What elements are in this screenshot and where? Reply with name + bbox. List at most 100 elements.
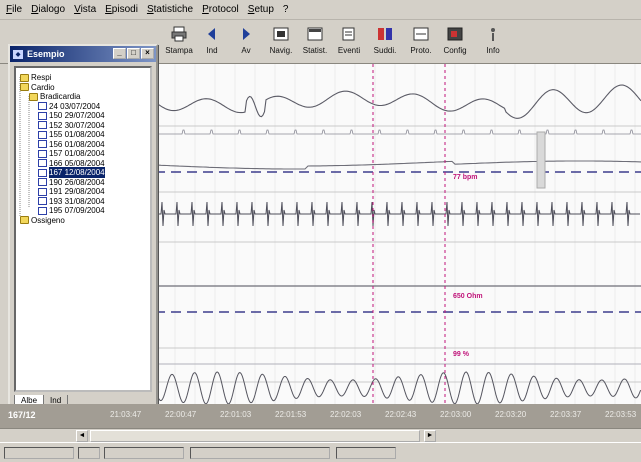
tree-folder[interactable]: Ossigeno — [20, 215, 65, 226]
time-tick-label: 22:01:03 — [220, 410, 252, 419]
tree-folder[interactable]: Cardio — [20, 82, 55, 93]
tree-record[interactable]: 195 07/09/2004 — [38, 205, 105, 216]
tree-folder[interactable]: Bradicardia — [29, 91, 80, 102]
toolbar-button-label: Info — [486, 46, 500, 55]
menu-item-setup[interactable]: Setup — [247, 4, 274, 15]
tree-record[interactable]: 157 01/08/2004 — [38, 148, 105, 159]
toolbar-button-config[interactable]: Config — [438, 23, 472, 61]
impedance-value: 650 Ohm — [453, 293, 483, 300]
scroll-left-icon[interactable]: ◄ — [76, 430, 88, 442]
folder-icon — [20, 83, 29, 91]
record-icon — [38, 159, 47, 167]
folder-icon — [29, 92, 38, 101]
tree-record[interactable]: 150 29/07/2004 — [38, 110, 105, 121]
tree-window-titlebar[interactable]: ◆ Esempio _ □ × — [10, 46, 156, 62]
toolbar-button-label: Proto. — [410, 46, 432, 55]
toolbar-button-info[interactable]: Info — [476, 23, 510, 61]
event-marker-box[interactable] — [536, 131, 546, 189]
signal-chart-area[interactable]: 77 bpm 650 Ohm 99 % — [155, 64, 641, 404]
arrow-right-icon — [237, 25, 255, 43]
toolbar-button-label: Suddi. — [373, 46, 397, 55]
record-icon — [38, 130, 47, 139]
ecg-trace — [155, 201, 640, 227]
tree-node-label: 190 26/08/2004 — [49, 177, 105, 187]
tree-record[interactable]: 190 26/08/2004 — [38, 177, 105, 188]
toolbar-button-ind[interactable]: Ind — [195, 23, 229, 61]
record-icon — [38, 187, 47, 196]
oscillation-trace — [155, 371, 641, 404]
status-cell — [4, 447, 74, 459]
tree-record[interactable]: 193 31/08/2004 — [38, 196, 105, 207]
scrollbar-thumb[interactable] — [90, 430, 420, 442]
status-cell — [336, 447, 396, 459]
record-icon — [38, 149, 47, 158]
menu-item-vista[interactable]: Vista — [74, 4, 97, 15]
horizontal-scrollbar[interactable]: ◄ ► — [0, 428, 641, 442]
menu-item-dialogo[interactable]: Dialogo — [31, 4, 66, 15]
time-tick-label: 21:03:47 — [110, 410, 142, 419]
info-icon — [484, 25, 502, 43]
event-marks-trace — [155, 129, 641, 135]
toolbar-button-proto[interactable]: Proto. — [404, 23, 438, 61]
record-icon — [38, 197, 47, 205]
time-tick-label: 22:03:20 — [495, 410, 527, 419]
time-axis-bar: 167/12 21:03:47 22:00:47 22:01:03 22:01:53 2… — [0, 404, 641, 428]
protocol-icon — [412, 25, 430, 43]
tree-node-label: 195 07/09/2004 — [49, 206, 105, 215]
menu-item-help[interactable]: ? — [282, 4, 289, 15]
toolbar-button-suddi[interactable]: Suddi. — [368, 23, 402, 61]
status-cell — [190, 447, 330, 459]
folder-icon — [20, 73, 29, 82]
tree-record[interactable]: 156 01/08/2004 — [38, 139, 105, 150]
toolbar-button-navig[interactable]: Navig. — [264, 23, 298, 61]
folder-icon — [20, 216, 29, 224]
tree-node-label: Bradicardia — [40, 92, 81, 101]
tree-node-label: Ossigeno — [31, 215, 65, 225]
toolbar-button-label: Eventi — [337, 46, 361, 55]
printer-icon — [170, 25, 188, 43]
tree-record[interactable]: 155 01/08/2004 — [38, 129, 105, 140]
heart-rate-value: 77 bpm — [453, 174, 478, 181]
tree-node-label: 156 01/08/2004 — [49, 139, 105, 149]
close-icon[interactable]: × — [141, 48, 154, 59]
subdivision-icon — [376, 25, 394, 43]
record-tree-window[interactable]: ◆ Esempio _ □ × Respi Cardio Bradicardia 24… — [8, 44, 158, 416]
tree-record[interactable]: 152 30/07/2004 — [38, 120, 105, 131]
current-record-label: 167/12 — [8, 410, 36, 420]
tree-connector-lines — [19, 77, 30, 216]
status-cell — [78, 447, 100, 459]
toolbar-button-av[interactable]: Av — [229, 23, 263, 61]
tree-record[interactable]: 167 12/08/2004 — [38, 167, 105, 178]
menu-item-protocol[interactable]: Protocol — [202, 4, 239, 15]
tree-node-label: 157 01/08/2004 — [49, 149, 105, 158]
menu-item-statistiche[interactable]: Statistiche — [146, 4, 194, 15]
minimize-icon[interactable]: _ — [113, 48, 126, 59]
tree-record[interactable]: 24 03/07/2004 — [38, 101, 100, 112]
toolbar-button-stampa[interactable]: Stampa — [162, 23, 196, 61]
tree-record[interactable]: 191 29/08/2004 — [38, 186, 105, 197]
record-icon — [38, 206, 47, 215]
tree-window-title: Esempio — [27, 49, 65, 59]
record-tree: Respi Cardio Bradicardia 24 03/07/2004 150 2… — [14, 66, 152, 392]
record-icon — [38, 111, 47, 120]
restore-icon[interactable]: □ — [127, 48, 140, 59]
tree-node-label: 150 29/07/2004 — [49, 111, 105, 120]
tree-node-label: 24 03/07/2004 — [49, 101, 101, 111]
toolbar-button-label: Config — [443, 46, 467, 55]
menu-bar: File Dialogo Vista Episodi Statistiche Protoc… — [0, 0, 641, 20]
tree-node-label: 152 30/07/2004 — [49, 120, 105, 130]
time-tick-label: 22:03:00 — [440, 410, 472, 419]
tree-node-label: 167 12/08/2004 — [49, 167, 105, 178]
tree-record[interactable]: 166 05/08/2004 — [38, 158, 105, 169]
tree-folder[interactable]: Respi — [20, 72, 51, 83]
time-tick-label: 22:03:53 — [605, 410, 637, 419]
heart-rate-trace — [155, 160, 641, 170]
toolbar-button-statist[interactable]: Statist. — [298, 23, 332, 61]
scroll-right-icon[interactable]: ► — [424, 430, 436, 442]
menu-item-episodi[interactable]: Episodi — [105, 4, 138, 15]
toolbar-button-eventi[interactable]: Eventi — [332, 23, 366, 61]
respiration-trace — [155, 84, 641, 119]
toolbar-button-label: Navig. — [269, 46, 293, 55]
record-icon — [38, 140, 47, 148]
menu-item-file[interactable]: File — [6, 4, 23, 15]
